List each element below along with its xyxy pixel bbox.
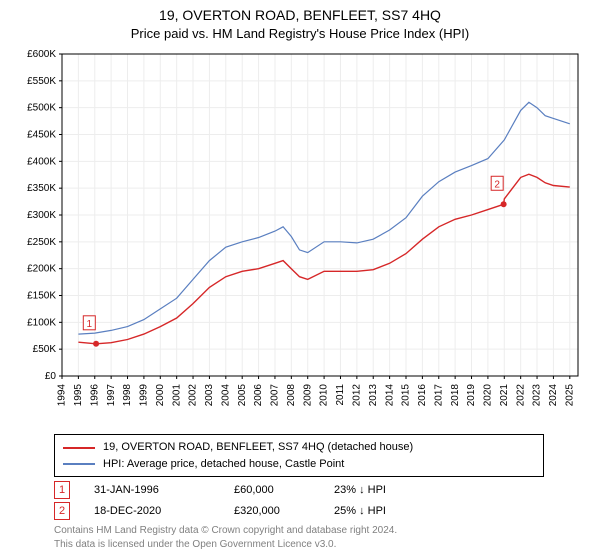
svg-text:2016: 2016 [417,384,428,407]
page-title: 19, OVERTON ROAD, BENFLEET, SS7 4HQ [10,6,590,25]
callout-price: £60,000 [234,484,334,496]
svg-text:£550K: £550K [27,76,56,87]
svg-text:2018: 2018 [450,384,461,407]
svg-text:£350K: £350K [27,184,56,195]
svg-text:2014: 2014 [384,384,395,407]
footer-line: Contains HM Land Registry data © Crown c… [54,524,590,538]
svg-text:2020: 2020 [483,384,494,407]
svg-text:£100K: £100K [27,318,56,329]
svg-text:2007: 2007 [270,384,281,407]
footer: Contains HM Land Registry data © Crown c… [54,524,590,551]
svg-text:2013: 2013 [368,384,379,407]
svg-text:2006: 2006 [253,384,264,407]
svg-text:2004: 2004 [220,384,231,407]
chart-svg: £0 £50K £100K £150K £200K £250K £300K £350K £400… [10,48,590,428]
svg-text:£400K: £400K [27,157,56,168]
svg-text:2025: 2025 [564,384,575,407]
svg-text:1998: 1998 [122,384,133,407]
svg-text:2009: 2009 [302,384,313,407]
footer-line: This data is licensed under the Open Gov… [54,538,590,552]
svg-text:2: 2 [494,180,500,191]
legend-swatch [63,447,95,449]
svg-text:2015: 2015 [401,384,412,407]
svg-text:2003: 2003 [204,384,215,407]
chart: £0 £50K £100K £150K £200K £250K £300K £350K £400… [10,48,590,428]
svg-text:£150K: £150K [27,291,56,302]
callout-row: 2 18-DEC-2020 £320,000 25% ↓ HPI [54,502,590,520]
svg-text:2021: 2021 [499,384,510,407]
legend-swatch [63,463,95,465]
svg-text:£0: £0 [45,371,57,382]
svg-text:1: 1 [87,319,93,330]
svg-text:£300K: £300K [27,210,56,221]
svg-text:2023: 2023 [532,384,543,407]
svg-text:1997: 1997 [106,384,117,407]
svg-text:1999: 1999 [139,384,150,407]
svg-text:2017: 2017 [433,384,444,407]
callout-price: £320,000 [234,505,334,517]
svg-text:2019: 2019 [466,384,477,407]
svg-text:2024: 2024 [548,384,559,407]
svg-text:2012: 2012 [351,384,362,407]
legend-item: 19, OVERTON ROAD, BENFLEET, SS7 4HQ (det… [63,439,535,456]
legend-label: HPI: Average price, detached house, Cast… [103,456,344,473]
svg-text:2022: 2022 [515,384,526,407]
page-subtitle: Price paid vs. HM Land Registry's House … [10,25,590,43]
callout-row: 1 31-JAN-1996 £60,000 23% ↓ HPI [54,481,590,499]
svg-text:£600K: £600K [27,49,56,60]
svg-text:2000: 2000 [155,384,166,407]
svg-text:£250K: £250K [27,237,56,248]
callout-badge: 1 [54,481,70,499]
legend: 19, OVERTON ROAD, BENFLEET, SS7 4HQ (det… [54,434,544,477]
legend-item: HPI: Average price, detached house, Cast… [63,456,535,473]
callout-pct: 25% ↓ HPI [334,505,454,517]
svg-text:1996: 1996 [89,384,100,407]
callout-date: 18-DEC-2020 [94,505,234,517]
svg-text:2008: 2008 [286,384,297,407]
svg-text:2010: 2010 [319,384,330,407]
callout-badge: 2 [54,502,70,520]
svg-text:1994: 1994 [57,384,68,407]
svg-text:2011: 2011 [335,384,346,406]
svg-text:£450K: £450K [27,130,56,141]
callout-pct: 23% ↓ HPI [334,484,454,496]
callout-date: 31-JAN-1996 [94,484,234,496]
svg-text:£50K: £50K [33,345,57,356]
legend-label: 19, OVERTON ROAD, BENFLEET, SS7 4HQ (det… [103,439,413,456]
svg-text:£500K: £500K [27,103,56,114]
svg-text:2005: 2005 [237,384,248,407]
svg-text:2002: 2002 [188,384,199,407]
svg-text:2001: 2001 [171,384,182,407]
chart-container: 19, OVERTON ROAD, BENFLEET, SS7 4HQ Pric… [0,0,600,560]
svg-text:£200K: £200K [27,264,56,275]
svg-text:1995: 1995 [73,384,84,407]
